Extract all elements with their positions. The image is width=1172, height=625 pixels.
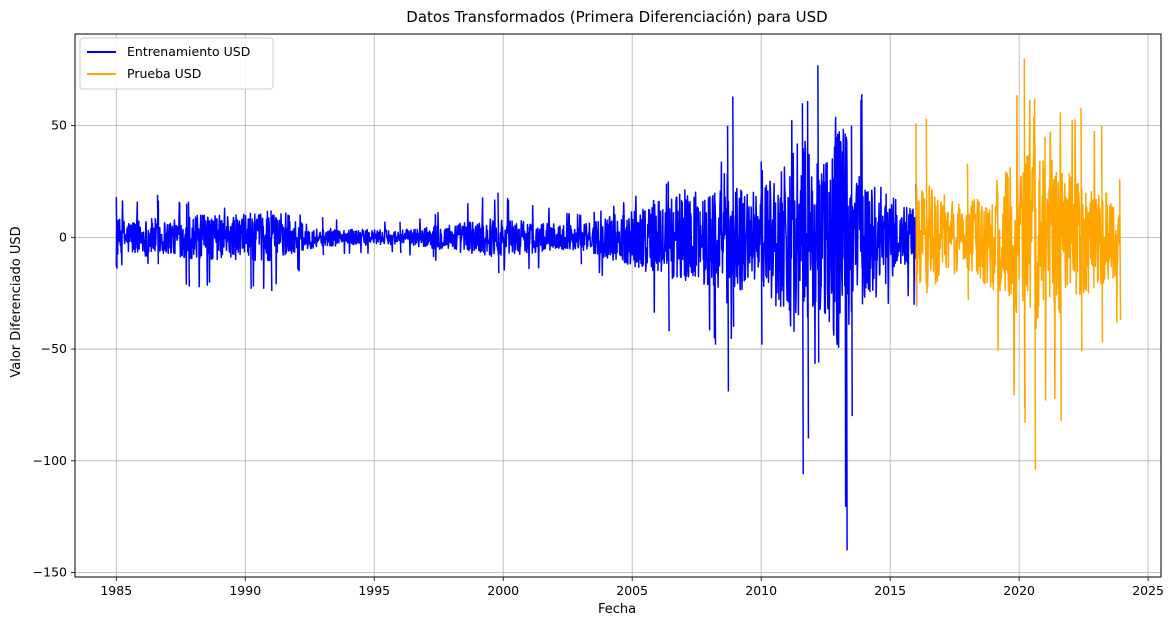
x-tick-label: 2015 — [874, 583, 906, 598]
x-tick-label: 2010 — [745, 583, 777, 598]
plot-lines — [115, 58, 1122, 551]
x-tick-label: 1995 — [358, 583, 390, 598]
legend: Entrenamiento USD Prueba USD — [79, 37, 274, 90]
legend-label-entrenamiento: Entrenamiento USD — [127, 44, 250, 59]
series-line-1 — [915, 58, 1122, 470]
y-tick-label: −100 — [33, 453, 67, 468]
x-axis-label: Fecha — [598, 602, 636, 617]
legend-box — [79, 37, 274, 90]
x-tick-label: 2005 — [616, 583, 648, 598]
chart-title: Datos Transformados (Primera Diferenciac… — [406, 8, 827, 26]
x-tick-label: 1985 — [100, 583, 132, 598]
plot-frame — [74, 33, 1162, 578]
x-tick-label: 2020 — [1003, 583, 1035, 598]
x-tick-label: 1990 — [229, 583, 261, 598]
x-tick-label: 2000 — [487, 583, 519, 598]
x-tick-label: 2025 — [1132, 583, 1164, 598]
x-axis: 1985 1990 1995 2000 2005 2010 2015 2020 2025 — [100, 577, 1164, 598]
y-tick-label: −150 — [33, 565, 67, 580]
y-tick-label: 0 — [59, 229, 67, 244]
y-tick-label: 50 — [51, 118, 67, 133]
series-line-0 — [115, 65, 918, 551]
y-tick-label: −50 — [41, 341, 67, 356]
legend-label-prueba: Prueba USD — [127, 66, 201, 81]
y-axis: 50 0 −50 −100 −150 — [33, 118, 75, 580]
y-axis-label: Valor Diferenciado USD — [9, 226, 24, 377]
